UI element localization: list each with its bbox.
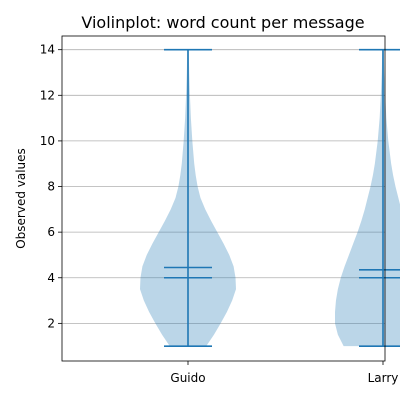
- y-tick-label-10: 10: [40, 134, 55, 148]
- x-axis-ticks: Guido Larry: [170, 361, 398, 385]
- violins: [140, 48, 400, 347]
- y-axis-ticks: 2 4 6 8 10 12 14: [40, 43, 62, 330]
- y-tick-label-14: 14: [40, 43, 55, 57]
- x-tick-label-guido: Guido: [170, 371, 205, 385]
- y-tick-label-4: 4: [47, 271, 55, 285]
- violin-body-larry: [335, 49, 400, 347]
- y-tick-label-8: 8: [47, 180, 55, 194]
- y-tick-label-6: 6: [47, 225, 55, 239]
- y-tick-label-2: 2: [47, 316, 55, 330]
- plot-frame: [61, 35, 386, 362]
- y-axis-label: Observed values: [14, 148, 28, 249]
- y-gridlines: [62, 49, 385, 324]
- chart-title: Violinplot: word count per message: [81, 13, 364, 32]
- x-tick-label-larry: Larry: [368, 371, 399, 385]
- y-tick-label-12: 12: [40, 88, 55, 102]
